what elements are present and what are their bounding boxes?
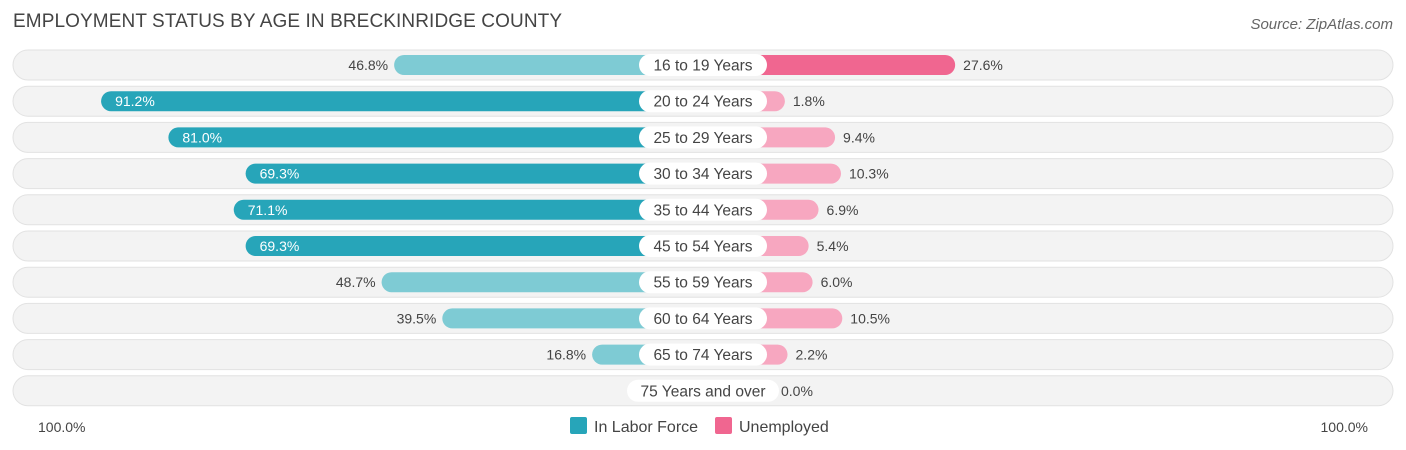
category-label: 65 to 74 Years	[653, 347, 752, 364]
value-label-unemployed: 10.5%	[850, 310, 890, 326]
value-label-unemployed: 5.4%	[817, 238, 849, 254]
value-label-unemployed: 0.0%	[781, 383, 813, 399]
value-label-unemployed: 6.9%	[827, 202, 859, 218]
bar-labor-force	[245, 163, 703, 184]
category-label: 35 to 44 Years	[653, 202, 752, 219]
value-label-labor-force: 48.7%	[336, 274, 376, 290]
category-pill	[639, 343, 767, 366]
category-label: 55 to 59 Years	[653, 275, 752, 292]
source-credit: Source: ZipAtlas.com	[1250, 16, 1393, 33]
legend-swatch-labor-force	[570, 417, 587, 434]
category-pill	[639, 162, 767, 185]
axis-label-left: 100.0%	[38, 419, 85, 435]
legend-swatch-unemployed	[715, 417, 732, 434]
value-label-unemployed: 2.2%	[796, 347, 828, 363]
category-pill	[639, 54, 767, 76]
bar-labor-force	[168, 127, 703, 148]
category-pill	[639, 126, 767, 149]
category-pill	[639, 307, 767, 330]
value-label-labor-force: 91.2%	[115, 93, 155, 109]
bar-labor-force	[381, 272, 703, 293]
category-pill	[627, 379, 779, 402]
chart-title: EMPLOYMENT STATUS BY AGE IN BRECKINRIDGE…	[13, 11, 563, 32]
value-label-labor-force: 71.1%	[248, 202, 288, 218]
category-label: 20 to 24 Years	[653, 94, 752, 111]
category-label: 75 Years and over	[641, 383, 766, 400]
bar-labor-force	[233, 199, 704, 220]
category-pill	[639, 198, 767, 221]
value-label-unemployed: 10.3%	[849, 166, 889, 182]
axis-label-right: 100.0%	[1321, 419, 1368, 435]
category-label: 45 to 54 Years	[653, 239, 752, 256]
legend-label-labor-force: In Labor Force	[594, 419, 698, 436]
category-label: 16 to 19 Years	[653, 58, 752, 75]
category-pill	[639, 90, 767, 113]
category-pill	[639, 235, 767, 257]
bar-labor-force	[245, 236, 703, 256]
value-label-unemployed: 6.0%	[821, 274, 853, 290]
bar-unemployed	[703, 55, 956, 75]
bar-labor-force	[101, 91, 703, 112]
value-label-labor-force: 39.5%	[397, 310, 437, 326]
value-label-labor-force: 16.8%	[546, 347, 586, 363]
value-label-labor-force: 69.3%	[260, 238, 300, 254]
category-label: 60 to 64 Years	[653, 311, 752, 328]
category-label: 25 to 29 Years	[653, 130, 752, 147]
value-label-labor-force: 69.3%	[260, 166, 300, 182]
value-label-unemployed: 27.6%	[963, 57, 1003, 73]
bar-labor-force	[394, 55, 703, 75]
legend-label-unemployed: Unemployed	[739, 419, 829, 436]
category-label: 30 to 34 Years	[653, 166, 752, 183]
value-label-unemployed: 1.8%	[793, 93, 825, 109]
category-pill	[639, 271, 767, 294]
value-label-labor-force: 81.0%	[182, 129, 222, 145]
value-label-unemployed: 9.4%	[843, 129, 875, 145]
bar-labor-force	[442, 308, 703, 329]
value-label-labor-force: 46.8%	[348, 57, 388, 73]
